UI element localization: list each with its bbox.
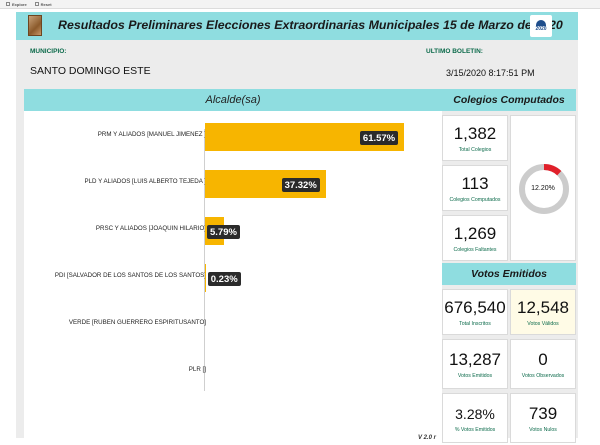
votos-nulos-value: 739: [528, 403, 558, 423]
pct-emitidos-value: 3.28%: [455, 405, 495, 422]
page-title: Resultados Preliminares Elecciones Extra…: [58, 18, 563, 32]
boletin-value: 3/15/2020 8:17:51 PM: [446, 68, 535, 78]
explore-button[interactable]: Explore: [6, 2, 27, 7]
votos-nulos-card: 739 Votos Nulos: [510, 393, 576, 443]
bar-row: PDI [SALVADOR DE LOS SANTOS DE LOS SANTO…: [24, 260, 442, 292]
bar-category-label: PLD Y ALIADOS [LUIS ALBERTO TEJEDA ]: [84, 178, 206, 185]
bar-value-label: 61.57%: [359, 131, 399, 145]
votos-observados-label: Votos Observados: [521, 372, 565, 379]
alcalde-panel: Alcalde(sa) PRM Y ALIADOS [MANUEL JIMENE…: [24, 89, 442, 445]
bar-value-label: 0.23%: [207, 272, 241, 286]
votos-validos-card: 12,548 Votos Válidos: [510, 289, 576, 335]
colegios-faltantes-label: Colegios Faltantes: [453, 246, 497, 253]
bar-value-label: 5.79%: [207, 225, 240, 239]
total-colegios-card: 1,382 Total Colegios: [442, 115, 508, 161]
bar-row: PLD Y ALIADOS [LUIS ALBERTO TEJEDA ] 37.3…: [24, 166, 442, 198]
votos-nulos-label: Votos Nulos: [529, 426, 557, 433]
reset-button[interactable]: Reset: [34, 1, 52, 7]
colegios-computados-label: Colegios Computados: [449, 196, 501, 203]
bar-row: PLR []: [24, 354, 442, 386]
total-colegios-value: 1,382: [453, 123, 497, 143]
votos-title: Votos Emitidos: [442, 263, 576, 285]
version-label: V 2.0 r: [417, 435, 436, 441]
votos-validos-value: 12,548: [517, 297, 569, 317]
votos-emitidos-value: 13,287: [449, 349, 501, 369]
chart-axis: [204, 129, 205, 391]
bar-value-label: 37.32%: [281, 178, 320, 192]
report-toolbar: Explore Reset: [0, 0, 600, 9]
votos-validos-label: Votos Válidos: [527, 320, 559, 327]
pct-emitidos-card: 3.28% % Votos Emitidos: [442, 393, 508, 443]
side-panel: Colegios Computados 1,382 Total Colegios…: [442, 89, 576, 445]
total-inscritos-card: 676,540 Total Inscritos: [442, 289, 508, 335]
total-inscritos-value: 676,540: [444, 297, 506, 317]
computados-gauge: [519, 164, 569, 214]
bar-row: PRM Y ALIADOS [MANUEL JIMENEZ ] 61.57%: [24, 119, 442, 151]
bar-category-label: VERDE [RUBEN GUERRERO ESPIRITUSANTO]: [68, 319, 206, 326]
bar-row: PRSC Y ALIADOS [JOAQUIN HILARIO] 5.79%: [24, 213, 442, 245]
header-bar: Resultados Preliminares Elecciones Extra…: [16, 12, 578, 40]
total-colegios-label: Total Colegios: [458, 146, 492, 153]
reset-label: Reset: [40, 1, 52, 7]
bar-category-label: PRSC Y ALIADOS [JOAQUIN HILARIO]: [95, 225, 206, 232]
logo-emblem: [536, 20, 546, 26]
votos-observados-value: 0: [538, 349, 548, 369]
explore-icon: [6, 2, 10, 6]
colegios-computados-value: 113: [461, 173, 489, 193]
dashboard: Resultados Preliminares Elecciones Extra…: [16, 12, 578, 445]
bar-category-label: PLR []: [188, 366, 206, 373]
municipio-value: SANTO DOMINGO ESTE: [30, 65, 151, 77]
elecciones-logo-icon: 2020: [530, 15, 552, 37]
alcalde-panel-title: Alcalde(sa): [24, 89, 442, 111]
votos-emitidos-card: 13,287 Votos Emitidos: [442, 339, 508, 389]
jce-logo-icon: [28, 15, 42, 36]
bar-category-label: PRM Y ALIADOS [MANUEL JIMENEZ ]: [97, 131, 206, 138]
gauge-arc: [543, 164, 562, 176]
bar-row: VERDE [RUBEN GUERRERO ESPIRITUSANTO]: [24, 307, 442, 339]
colegios-computados-card: 113 Colegios Computados: [442, 165, 508, 211]
colegios-faltantes-card: 1,269 Colegios Faltantes: [442, 215, 508, 261]
colegios-title: Colegios Computados: [442, 89, 576, 111]
reset-icon: [34, 2, 39, 6]
logo-year: 2020: [535, 26, 547, 32]
explore-label: Explore: [12, 1, 27, 7]
bar-category-label: PDI [SALVADOR DE LOS SANTOS DE LOS SANTO…: [54, 272, 206, 279]
boletin-label: ULTIMO BOLETIN:: [426, 48, 483, 55]
pct-emitidos-label: % Votos Emitidos: [454, 426, 496, 433]
total-inscritos-label: Total Inscritos: [459, 320, 491, 327]
bar[interactable]: [205, 264, 206, 292]
gauge-percent: 12.20%: [531, 185, 555, 192]
votos-emitidos-label: Votos Emitidos: [457, 372, 493, 379]
computados-gauge-card: 12.20%: [510, 115, 576, 261]
colegios-faltantes-value: 1,269: [453, 223, 497, 243]
votos-observados-card: 0 Votos Observados: [510, 339, 576, 389]
municipio-label: MUNICIPIO:: [30, 48, 67, 55]
